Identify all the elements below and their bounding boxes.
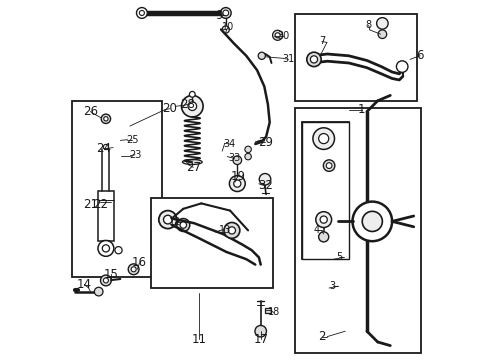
Circle shape (377, 30, 386, 39)
Circle shape (101, 275, 111, 286)
Ellipse shape (101, 145, 111, 150)
Text: 9: 9 (214, 9, 222, 22)
Circle shape (181, 95, 203, 117)
Text: 22: 22 (93, 198, 108, 211)
Circle shape (312, 128, 334, 149)
Circle shape (115, 247, 122, 254)
Text: 31: 31 (282, 54, 294, 64)
Circle shape (128, 264, 139, 275)
Text: 19: 19 (230, 170, 245, 183)
Text: 26: 26 (83, 105, 98, 118)
Text: 14: 14 (77, 278, 92, 291)
Text: 8: 8 (365, 20, 371, 30)
Circle shape (177, 219, 189, 231)
Text: 6: 6 (416, 49, 423, 62)
Bar (151, 198, 273, 288)
Ellipse shape (98, 133, 114, 137)
Circle shape (163, 215, 172, 224)
Circle shape (187, 102, 196, 111)
Circle shape (310, 56, 317, 63)
Circle shape (244, 146, 251, 153)
Circle shape (259, 174, 270, 185)
Text: 12: 12 (169, 217, 181, 228)
Text: 1: 1 (357, 103, 365, 116)
Bar (294, 14, 416, 101)
Circle shape (139, 10, 144, 15)
Circle shape (94, 287, 103, 296)
Circle shape (136, 8, 147, 18)
Text: 15: 15 (103, 268, 119, 281)
Text: 27: 27 (185, 161, 201, 174)
Text: 32: 32 (257, 179, 272, 192)
Text: 7: 7 (318, 36, 325, 46)
Circle shape (258, 52, 265, 59)
Circle shape (275, 33, 280, 38)
Text: 11: 11 (192, 333, 206, 346)
Circle shape (362, 211, 382, 231)
Circle shape (103, 144, 108, 149)
Circle shape (376, 18, 387, 29)
Bar (302, 122, 348, 259)
Bar (265, 308, 271, 313)
Circle shape (244, 153, 251, 160)
Circle shape (224, 222, 239, 238)
Text: 16: 16 (132, 256, 146, 269)
Circle shape (272, 30, 282, 40)
Circle shape (396, 61, 407, 72)
Circle shape (325, 163, 331, 168)
Text: 18: 18 (267, 307, 280, 318)
Circle shape (102, 245, 109, 252)
Bar (98, 191, 114, 241)
Circle shape (228, 227, 235, 234)
Bar (294, 108, 420, 353)
Ellipse shape (182, 159, 202, 165)
Text: 28: 28 (180, 98, 195, 111)
Circle shape (233, 180, 241, 187)
Text: 5: 5 (335, 252, 341, 262)
Circle shape (223, 10, 228, 16)
Circle shape (222, 26, 229, 33)
Text: 2: 2 (318, 330, 325, 343)
Circle shape (232, 156, 241, 165)
Ellipse shape (96, 126, 116, 130)
Ellipse shape (99, 140, 112, 144)
Bar (72, 101, 162, 277)
Text: 30: 30 (277, 31, 289, 41)
Circle shape (98, 240, 114, 256)
Circle shape (318, 134, 328, 144)
Circle shape (103, 278, 108, 283)
Text: 24: 24 (96, 142, 111, 155)
Circle shape (254, 325, 266, 337)
Circle shape (318, 232, 328, 242)
Text: 29: 29 (257, 136, 272, 149)
Text: 21: 21 (83, 198, 98, 211)
Text: 17: 17 (253, 333, 267, 346)
Text: 3: 3 (329, 281, 335, 291)
Circle shape (229, 176, 244, 192)
Circle shape (306, 52, 321, 67)
Circle shape (101, 114, 110, 123)
Circle shape (180, 222, 186, 228)
Circle shape (220, 8, 231, 18)
Circle shape (323, 160, 334, 171)
Text: 34: 34 (223, 139, 235, 149)
Text: 33: 33 (228, 153, 240, 163)
Text: 13: 13 (218, 225, 230, 235)
Circle shape (131, 267, 136, 272)
Circle shape (189, 91, 195, 97)
Text: 23: 23 (129, 150, 141, 160)
Circle shape (103, 117, 108, 121)
Bar (302, 122, 348, 259)
Circle shape (315, 212, 331, 228)
Circle shape (352, 202, 391, 241)
Circle shape (159, 211, 177, 229)
Circle shape (320, 216, 326, 223)
Text: 20: 20 (162, 102, 177, 115)
Text: 4: 4 (313, 225, 319, 235)
Text: 10: 10 (222, 22, 234, 32)
Text: 25: 25 (126, 135, 138, 145)
